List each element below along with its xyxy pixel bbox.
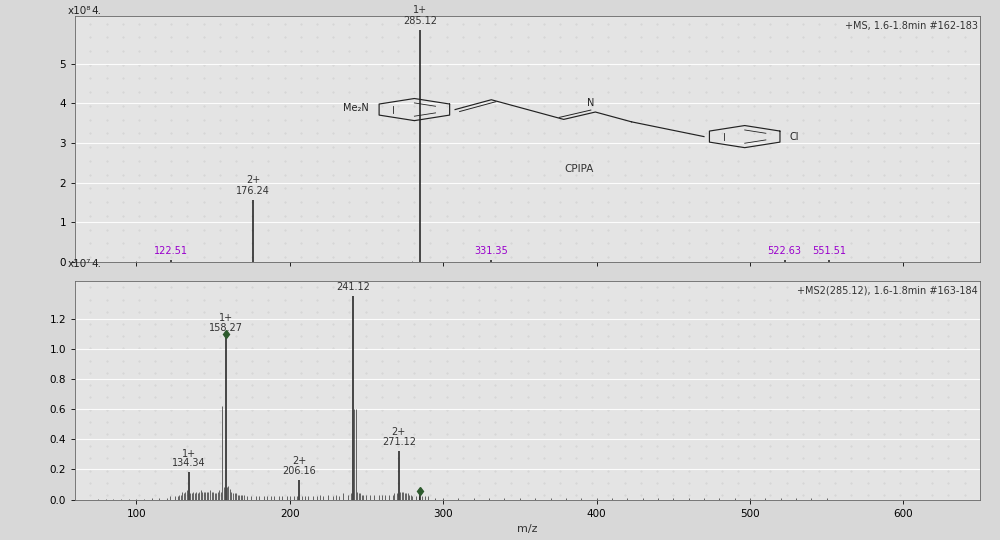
Text: 134.34: 134.34 [172, 458, 206, 468]
Text: 122.51: 122.51 [154, 246, 188, 256]
Text: 271.12: 271.12 [382, 437, 416, 447]
Text: Cl: Cl [790, 132, 799, 141]
Text: 206.16: 206.16 [282, 466, 316, 476]
Text: 2+: 2+ [292, 456, 306, 466]
Text: x10⁸: x10⁸ [68, 6, 91, 16]
Text: 551.51: 551.51 [812, 246, 846, 256]
Text: 1+: 1+ [182, 449, 196, 458]
Text: 2+: 2+ [392, 428, 406, 437]
Text: 1+: 1+ [413, 5, 427, 15]
Text: 176.24: 176.24 [236, 186, 270, 196]
Text: +MS, 1.6-1.8min #162-183: +MS, 1.6-1.8min #162-183 [845, 21, 978, 31]
Text: 241.12: 241.12 [336, 282, 370, 292]
Text: x10⁷: x10⁷ [68, 259, 91, 269]
Text: 158.27: 158.27 [209, 323, 243, 333]
Text: 4.: 4. [91, 6, 101, 16]
Text: Me₂N: Me₂N [343, 103, 369, 113]
Text: 331.35: 331.35 [474, 246, 508, 256]
Text: 522.63: 522.63 [768, 246, 802, 256]
Text: +MS2(285.12), 1.6-1.8min #163-184: +MS2(285.12), 1.6-1.8min #163-184 [797, 285, 978, 295]
Text: CPIPA: CPIPA [565, 164, 594, 173]
Text: 4.: 4. [91, 259, 101, 269]
Text: 285.12: 285.12 [403, 16, 437, 25]
Text: 1+: 1+ [219, 313, 233, 323]
Text: 2+: 2+ [246, 175, 260, 185]
X-axis label: m/z: m/z [517, 524, 538, 534]
Text: N: N [587, 98, 595, 109]
